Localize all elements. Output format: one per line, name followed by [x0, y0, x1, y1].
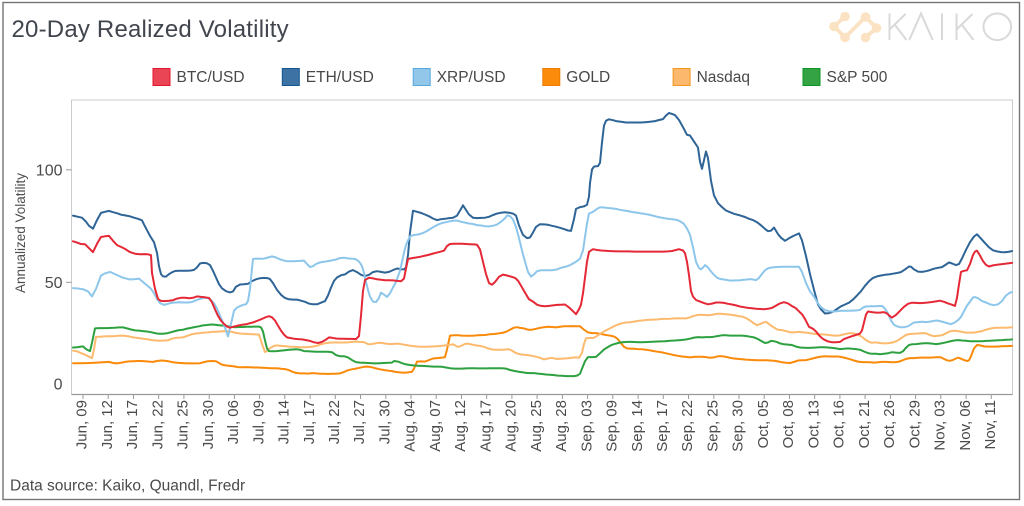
svg-text:S&P 500: S&P 500	[827, 69, 888, 86]
svg-text:50: 50	[45, 275, 63, 292]
svg-text:Sep, 22: Sep, 22	[679, 400, 696, 452]
svg-text:Oct, 16: Oct, 16	[831, 400, 848, 448]
svg-text:Aug, 25: Aug, 25	[528, 400, 545, 452]
svg-text:Oct, 05: Oct, 05	[755, 400, 772, 448]
svg-text:BTC/USD: BTC/USD	[177, 69, 245, 86]
svg-text:Oct, 08: Oct, 08	[780, 400, 797, 448]
svg-text:Aug, 28: Aug, 28	[553, 400, 570, 452]
svg-text:Jun, 12: Jun, 12	[99, 400, 116, 449]
svg-text:ETH/USD: ETH/USD	[306, 69, 374, 86]
svg-text:Jun, 09: Jun, 09	[74, 400, 91, 449]
svg-text:Sep, 17: Sep, 17	[654, 400, 671, 452]
svg-text:Jul, 06: Jul, 06	[225, 400, 242, 444]
svg-text:Aug, 20: Aug, 20	[503, 400, 520, 452]
svg-text:Aug, 17: Aug, 17	[477, 400, 494, 452]
svg-text:0: 0	[54, 377, 63, 394]
svg-text:Jun, 17: Jun, 17	[124, 400, 141, 449]
svg-text:Oct, 29: Oct, 29	[906, 400, 923, 448]
svg-text:Jun, 22: Jun, 22	[149, 400, 166, 449]
svg-text:Sep, 25: Sep, 25	[705, 400, 722, 452]
svg-text:Oct, 21: Oct, 21	[856, 400, 873, 448]
svg-text:Jun, 30: Jun, 30	[200, 400, 217, 449]
svg-text:Jul, 17: Jul, 17	[301, 400, 318, 444]
svg-text:Nov, 03: Nov, 03	[932, 400, 949, 451]
svg-text:Jun, 25: Jun, 25	[175, 400, 192, 449]
svg-text:Aug, 07: Aug, 07	[427, 400, 444, 452]
svg-text:Nov, 11: Nov, 11	[982, 400, 999, 449]
svg-text:20-Day Realized Volatility: 20-Day Realized Volatility	[12, 16, 289, 43]
svg-text:Annualized Volatility: Annualized Volatility	[13, 173, 28, 293]
svg-text:Jul, 22: Jul, 22	[326, 400, 343, 444]
svg-text:Sep, 14: Sep, 14	[629, 400, 646, 452]
svg-text:100: 100	[36, 163, 63, 180]
svg-text:Oct, 26: Oct, 26	[881, 400, 898, 448]
svg-text:Jul, 27: Jul, 27	[351, 400, 368, 444]
svg-text:Aug, 04: Aug, 04	[402, 400, 419, 452]
svg-text:GOLD: GOLD	[566, 69, 610, 86]
svg-text:Jul, 09: Jul, 09	[250, 400, 267, 444]
svg-text:Oct, 13: Oct, 13	[805, 400, 822, 448]
svg-text:Jul, 30: Jul, 30	[377, 400, 394, 444]
svg-text:Sep, 09: Sep, 09	[604, 400, 621, 452]
svg-text:Data source: Kaiko, Quandl, Fr: Data source: Kaiko, Quandl, Fredr	[10, 478, 245, 495]
svg-text:Jul, 14: Jul, 14	[276, 400, 293, 444]
svg-text:XRP/USD: XRP/USD	[437, 69, 506, 86]
svg-text:Sep, 30: Sep, 30	[730, 400, 747, 452]
svg-text:Nov, 06: Nov, 06	[957, 400, 974, 451]
svg-text:Nasdaq: Nasdaq	[697, 69, 750, 86]
svg-text:Aug, 12: Aug, 12	[452, 400, 469, 452]
svg-text:Sep, 03: Sep, 03	[578, 400, 595, 452]
